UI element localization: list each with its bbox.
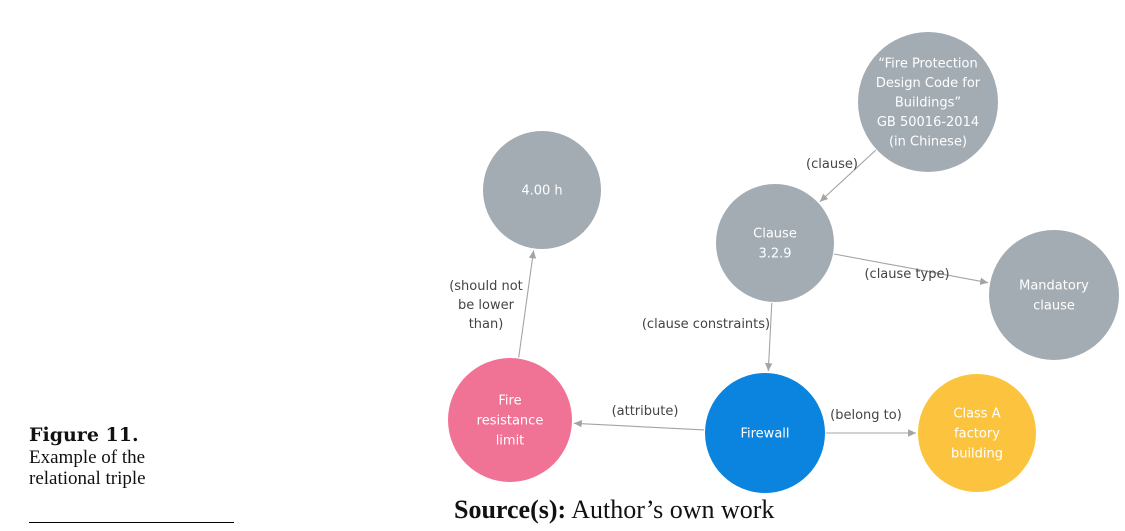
node-firewall: Firewall bbox=[705, 373, 825, 493]
source-text: Author’s own work bbox=[566, 495, 775, 524]
source-note: Source(s): Author’s own work bbox=[454, 495, 774, 525]
node-circle-class-a bbox=[918, 374, 1036, 492]
node-label-code: GB 50016-2014 bbox=[877, 115, 979, 130]
node-label-class-a: Class A bbox=[953, 407, 1000, 422]
node-class-a: Class A factory building bbox=[918, 374, 1036, 492]
edge-code-clause bbox=[819, 149, 877, 203]
edge-label-fire-hours: be lower bbox=[458, 298, 515, 313]
node-label-fire-resistance: resistance bbox=[477, 414, 544, 429]
node-label-hours: 4.00 h bbox=[521, 184, 562, 199]
edge-label-code-clause: (clause) bbox=[806, 157, 858, 172]
node-hours: 4.00 h bbox=[483, 131, 601, 249]
node-label-mandatory: Mandatory bbox=[1019, 279, 1089, 294]
node-label-clause: 3.2.9 bbox=[758, 247, 791, 262]
node-label-code: Buildings” bbox=[895, 96, 961, 111]
figure-caption-line-1: Example of the bbox=[29, 447, 146, 468]
node-circle-mandatory bbox=[989, 230, 1119, 360]
edge-clause-firewall bbox=[765, 302, 773, 372]
node-label-class-a: factory bbox=[954, 427, 1000, 442]
edge-label-firewall-fire: (attribute) bbox=[612, 404, 679, 419]
edge-label-fire-hours: (should not bbox=[449, 279, 523, 294]
source-label: Source(s): bbox=[454, 495, 567, 524]
node-circle-firewall bbox=[705, 373, 825, 493]
figure-number: Figure 11. bbox=[29, 424, 139, 446]
node-clause: Clause 3.2.9 bbox=[716, 184, 834, 302]
node-layer: “Fire Protection Design Code for Buildings… bbox=[448, 32, 1119, 493]
edge-label-fire-hours: than) bbox=[469, 317, 504, 332]
node-label-mandatory: clause bbox=[1033, 299, 1075, 314]
node-label-code: (in Chinese) bbox=[889, 135, 967, 150]
node-label-firewall: Firewall bbox=[740, 427, 789, 442]
node-label-clause: Clause bbox=[753, 227, 797, 242]
node-code: “Fire Protection Design Code for Buildings… bbox=[858, 32, 998, 172]
node-fire-resistance: Fire resistance limit bbox=[448, 358, 572, 482]
edge-label-clause-mandatory: (clause type) bbox=[864, 267, 949, 282]
node-label-class-a: building bbox=[951, 447, 1003, 462]
edge-clause-mandatory bbox=[833, 253, 989, 285]
edge-firewall-fire bbox=[573, 420, 705, 431]
edge-label-clause-firewall: (clause constraints) bbox=[642, 317, 770, 332]
node-circle-hours bbox=[483, 131, 601, 249]
node-label-fire-resistance: limit bbox=[496, 434, 525, 449]
figure-caption-line-2: relational triple bbox=[29, 468, 146, 489]
node-circle-code bbox=[858, 32, 998, 172]
node-circle-clause bbox=[716, 184, 834, 302]
edge-label-firewall-class: (belong to) bbox=[830, 408, 902, 423]
node-label-code: “Fire Protection bbox=[878, 57, 977, 72]
edge-fire-hours bbox=[518, 250, 537, 358]
node-label-code: Design Code for bbox=[876, 76, 981, 91]
node-circle-fire-resistance bbox=[448, 358, 572, 482]
caption-divider bbox=[29, 522, 234, 523]
edge-layer: (clause) (clause type) (clause constraints… bbox=[449, 149, 989, 437]
figure-caption: Figure 11. Example of the relational tri… bbox=[29, 424, 249, 489]
node-label-fire-resistance: Fire bbox=[498, 394, 521, 409]
node-mandatory: Mandatory clause bbox=[989, 230, 1119, 360]
